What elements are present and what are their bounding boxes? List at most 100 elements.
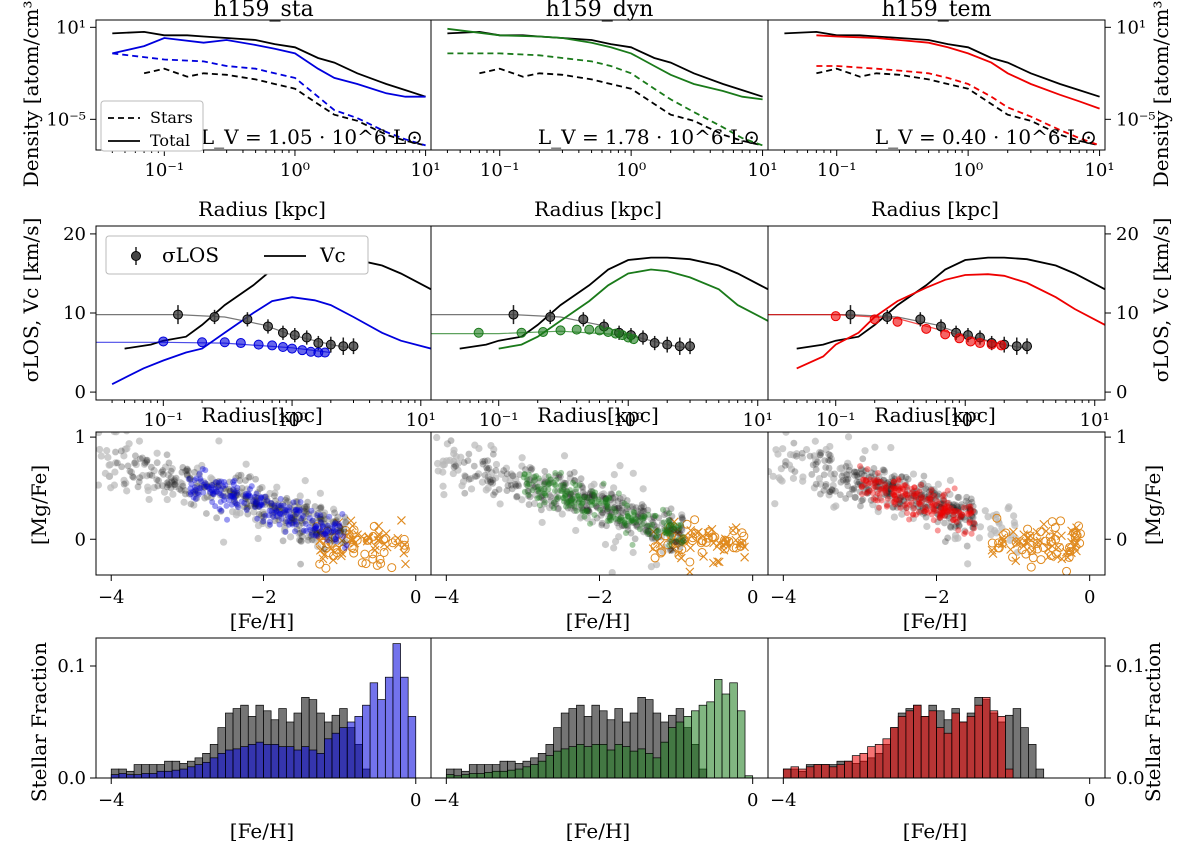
mgfe-observed-cross [371, 541, 380, 551]
legend-sigma-label: σLOS [162, 243, 219, 267]
mgfe-gray-point [234, 471, 243, 480]
mgfe-dyn-point [592, 489, 599, 496]
mgfe-dyn-point [616, 516, 623, 523]
mgfe-sta-point [206, 485, 213, 492]
mgfe-dark-point [537, 506, 545, 514]
mgfe-tem-point [918, 481, 925, 488]
mgfe-sta-point [217, 498, 224, 505]
hist-dyn-bar [614, 744, 623, 779]
mgfe-sta-point [330, 527, 337, 534]
density-xtick-label: 10⁰ [280, 160, 310, 181]
mgfe-sta-point [313, 525, 320, 532]
mgfe-sta-point [190, 494, 197, 501]
hist-dyn-bar [560, 748, 570, 779]
mgfe-gray-point [254, 534, 262, 543]
mgfe-dark-point [504, 482, 512, 489]
mgfe-sta-point [258, 494, 265, 501]
mgfe-gray-point [558, 510, 566, 518]
lv-label-dyn: L_V = 1.78 · 10^6 L⊙ [538, 125, 760, 149]
mgfe-observed-point [1025, 531, 1035, 541]
mgfe-dyn-point [579, 508, 586, 515]
mgfe-dark-point [272, 497, 279, 505]
mgfe-gray-point [840, 469, 848, 477]
mgfe-dark-point [865, 486, 873, 494]
mgfe-dark-point [667, 505, 675, 513]
mgfe-dark-point [893, 504, 901, 511]
mgfe-dark-point [587, 487, 595, 495]
mgfe-dark-point [238, 484, 246, 492]
mgfe-dark-point [886, 492, 894, 500]
hist-dyn-bar [698, 704, 708, 779]
mgfe-tem-point [882, 485, 889, 492]
mgfe-observed-cross [649, 527, 658, 537]
mgfe-dark-point [860, 471, 868, 479]
mgfe-sta-point [332, 536, 339, 543]
mgfe-sta-point [306, 524, 313, 531]
sigma-sta-point [219, 337, 230, 348]
mgfe-dark-point [826, 488, 834, 496]
mgfe-observed-cross [1061, 547, 1071, 557]
mgfe-dark-point [870, 465, 878, 472]
mgfe-dark-point [913, 487, 921, 495]
mgfe-dark-point [958, 503, 965, 511]
mgfe-dark-point [947, 523, 954, 530]
mgfe-observed-point [685, 557, 695, 567]
mgfe-dark-point [845, 490, 853, 498]
mgfe-dark-point [301, 517, 309, 525]
mgfe-dark-point [931, 489, 939, 497]
mgfe-dark-point [296, 529, 304, 537]
mgfe-dark-point [319, 527, 327, 535]
mgfe-dark-point [563, 487, 571, 495]
mgfe-sta-point [276, 521, 283, 528]
mgfe-dark-point [585, 508, 593, 516]
mgfe-dark-point [889, 481, 897, 489]
mgfe-tem-point [918, 498, 925, 505]
mgfe-sta-point [271, 502, 278, 509]
mgfe-tem-point [897, 485, 904, 492]
radius-xlabel-row2-3: Radius[kpc] [874, 403, 996, 427]
mgfe-tem-point [902, 488, 909, 495]
mgfe-tem-point [967, 510, 974, 517]
mgfe-dark-point [566, 490, 574, 498]
mgfe-tem-point [966, 520, 973, 527]
mgfe-dark-point [619, 509, 627, 517]
mgfe-dark-point [967, 495, 975, 503]
mgfe-dark-point [857, 465, 865, 473]
mgfe-sta-point [252, 504, 259, 511]
density-ytick-label-left: 10⁻⁵ [46, 109, 86, 130]
mgfe-dark-point [241, 495, 249, 502]
mgfe-dark-point [888, 474, 896, 481]
mgfe-tem-point [941, 505, 948, 512]
hist-dyn-bar [507, 769, 516, 779]
mgfe-dyn-point [552, 482, 559, 489]
mgfe-dark-point [892, 495, 900, 503]
mgfe-dark-point [334, 526, 342, 534]
mgfe-dyn-point [660, 519, 667, 526]
mgfe-gray-point [301, 477, 309, 485]
mgfe-sta-point [313, 522, 320, 529]
mgfe-dark-point [486, 476, 494, 483]
mgfe-dark-point [541, 478, 549, 486]
mgfe-tem-point [936, 514, 943, 521]
mgfe-dark-point [917, 507, 925, 515]
mgfe-dark-point [186, 474, 194, 482]
mgfe-dark-point [275, 516, 283, 524]
mgfe-dark-point [939, 504, 947, 512]
mgfe-dark-point [937, 503, 945, 511]
mgfe-dark-point [525, 501, 533, 508]
mgfe-dark-point [623, 497, 631, 504]
mgfe-observed-cross [1067, 526, 1076, 536]
mgfe-dyn-point [624, 512, 631, 519]
mgfe-dark-point [898, 473, 905, 481]
mgfe-sta-point [218, 492, 225, 499]
mgfe-dark-point [968, 512, 976, 520]
mgfe-dark-point [290, 515, 298, 523]
hist-tem-bar [836, 764, 845, 779]
mgfe-sta-point [229, 478, 236, 485]
mgfe-dark-point [652, 526, 660, 534]
mgfe-dark-point [503, 470, 511, 478]
mgfe-dark-point [571, 496, 579, 503]
mgfe-observed-point [344, 529, 354, 539]
mgfe-gray-point [123, 432, 131, 435]
mgfe-dark-point [524, 487, 532, 495]
